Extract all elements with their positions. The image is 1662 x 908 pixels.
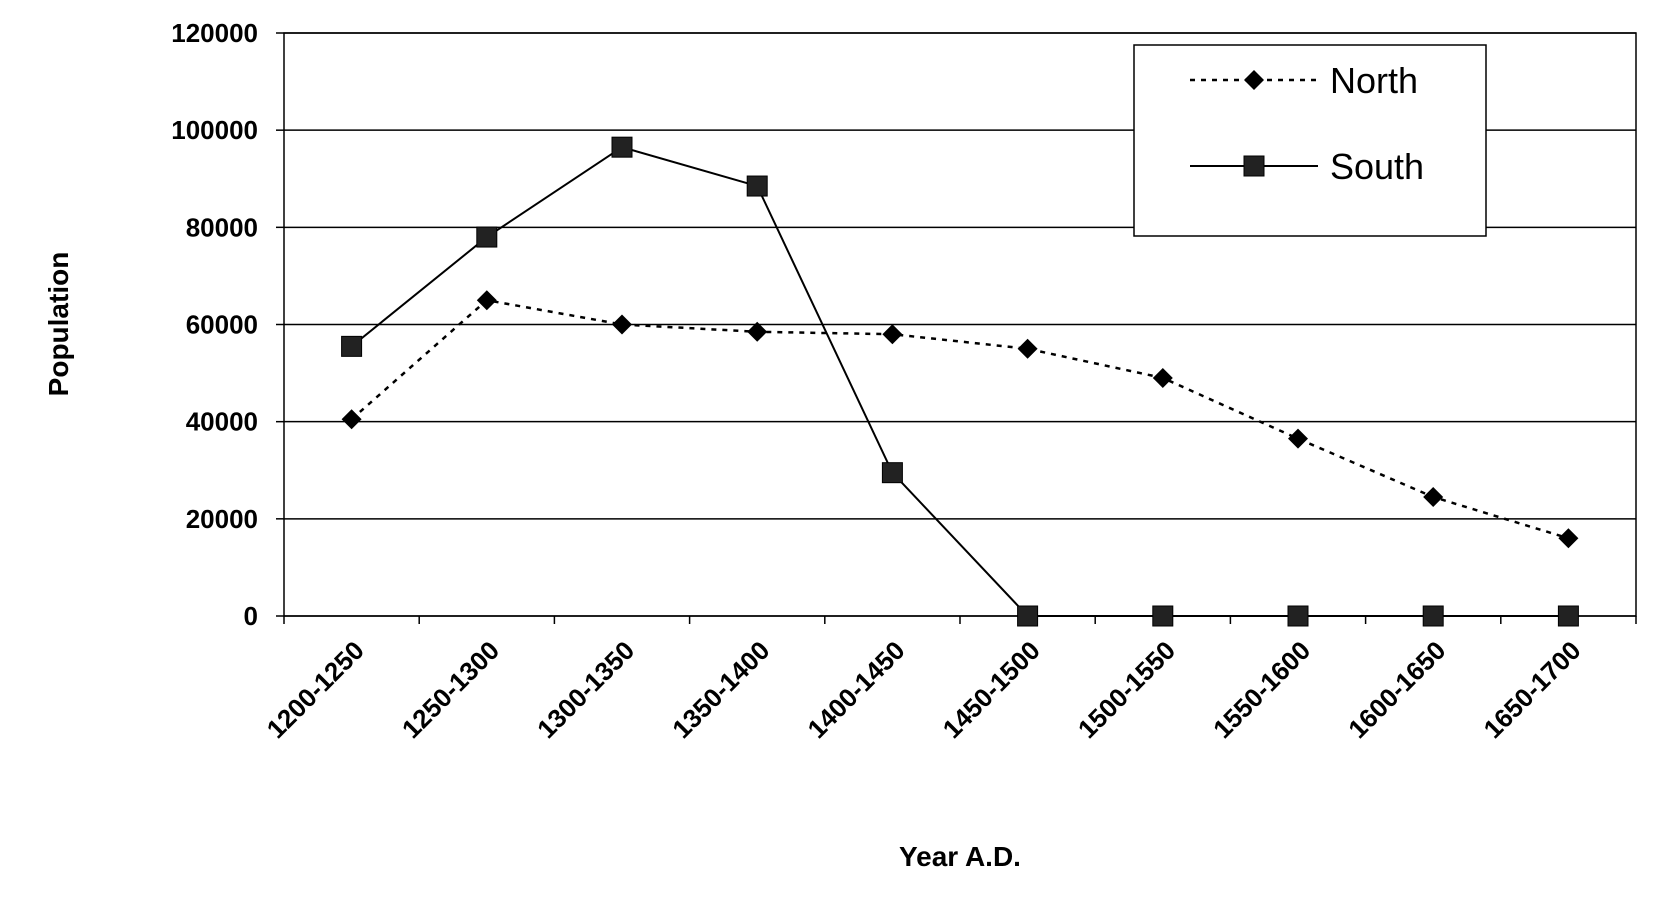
series-south	[341, 136, 1579, 627]
data-point-north	[1017, 338, 1038, 359]
data-point-south	[881, 462, 903, 484]
data-point-north	[476, 290, 497, 311]
data-point-south	[1017, 605, 1039, 627]
legend-marker	[1243, 155, 1265, 177]
legend-marker	[1244, 70, 1264, 90]
x-tick-label: 1650-1700	[1478, 635, 1587, 744]
x-tick-labels: 1200-1250 1250-1300 1300-1350 1350-1400 1400…	[261, 635, 1587, 744]
data-point-north	[1152, 367, 1173, 388]
y-tick-label: 60000	[186, 310, 258, 340]
legend-label: South	[1330, 146, 1424, 187]
y-tick-label: 120000	[171, 18, 258, 48]
x-tick-label: 1350-1400	[666, 635, 775, 744]
x-tick-label: 1200-1250	[261, 635, 370, 744]
legend-entry-north: North	[1190, 60, 1418, 101]
x-tick-label: 1250-1300	[396, 635, 505, 744]
legend-label: North	[1330, 60, 1418, 101]
data-point-north	[882, 324, 903, 345]
data-point-south	[476, 226, 498, 248]
x-tick-label: 1600-1650	[1342, 635, 1451, 744]
y-tick-label: 20000	[186, 504, 258, 534]
data-point-south	[1287, 605, 1309, 627]
data-point-south	[1557, 605, 1579, 627]
data-point-north	[1288, 428, 1308, 449]
data-point-north	[341, 409, 362, 430]
data-point-south	[341, 335, 363, 357]
data-point-north	[612, 314, 632, 335]
data-point-south	[1152, 605, 1174, 627]
data-point-north	[1423, 486, 1444, 507]
series-north	[341, 290, 1579, 549]
series-layer	[341, 136, 1579, 627]
x-tick-label: 1400-1450	[802, 635, 911, 744]
x-tick-label: 1450-1500	[937, 635, 1046, 744]
data-point-south	[746, 175, 768, 197]
y-tick-labels: 0 20000 40000 60000 80000 100000 120000	[171, 18, 258, 631]
data-point-north	[1558, 528, 1579, 549]
data-point-north	[747, 321, 768, 342]
data-point-south	[1422, 605, 1444, 627]
legend-items: North South	[1190, 60, 1424, 187]
series-line-south	[350, 146, 1569, 617]
y-tick-label: 0	[244, 601, 258, 631]
y-tick-label: 80000	[186, 212, 258, 242]
legend-box	[1133, 44, 1487, 237]
y-tick-label: 100000	[171, 115, 258, 145]
x-axis-title: Year A.D.	[899, 841, 1021, 872]
x-tick-label: 1300-1350	[531, 635, 640, 744]
y-axis-title: Population	[43, 252, 74, 397]
x-tick-label: 1550-1600	[1207, 635, 1316, 744]
legend-entry-south: South	[1190, 146, 1424, 187]
x-tick-label: 1500-1550	[1072, 635, 1181, 744]
data-point-south	[611, 136, 633, 158]
y-tick-label: 40000	[186, 407, 258, 437]
legend: North South	[1133, 44, 1487, 237]
